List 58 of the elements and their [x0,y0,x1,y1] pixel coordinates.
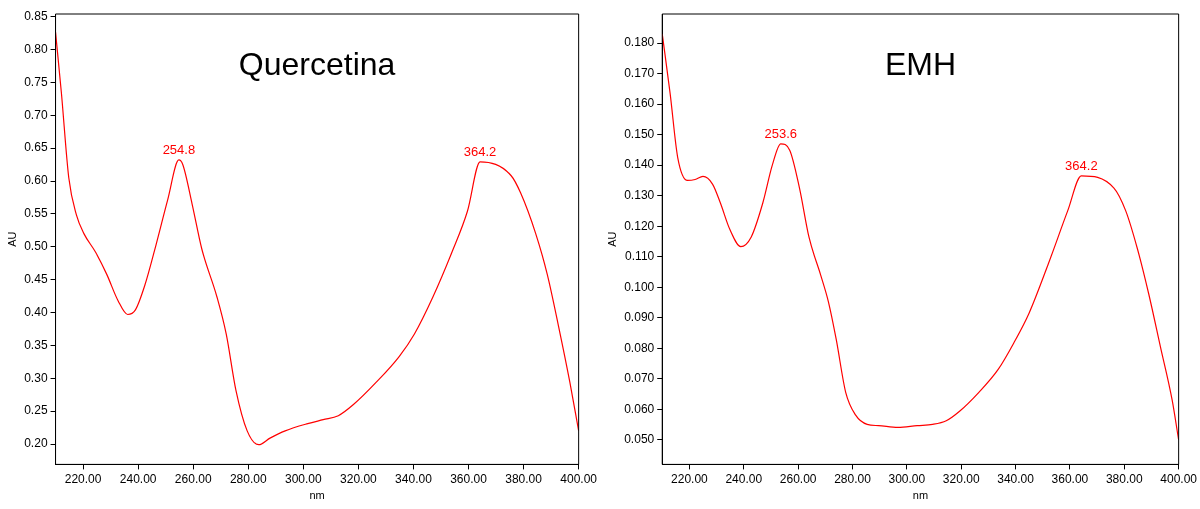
y-tick-label: 0.110 [625,249,655,264]
x-tick-label: 220.00 [671,471,709,486]
annotation: 254.8 [162,142,196,158]
y-tick-label: 0.75 [24,74,48,89]
x-tick-label: 300.00 [888,471,926,486]
y-tick-label: 0.100 [624,279,655,294]
annotation: 364.2 [1065,157,1098,173]
x-tick-label: 280.00 [229,471,267,486]
x-tick-label: 380.00 [505,471,543,486]
y-tick-label: 0.60 [24,173,48,188]
x-tick-label: 220.00 [64,471,102,486]
y-tick-label: 0.120 [624,218,655,233]
y-tick-label: 0.080 [624,340,655,355]
y-tick-label: 0.050 [624,432,655,447]
y-tick-label: 0.090 [624,310,655,325]
y-tick-label: 0.060 [624,401,655,416]
y-tick-label: 0.150 [624,126,655,141]
y-tick-label: 0.50 [24,239,48,254]
y-tick-label: 0.130 [624,188,655,202]
x-tick-label: 400.00 [560,471,598,486]
y-tick-label: 0.140 [624,157,655,172]
x-tick-label: 320.00 [942,471,980,486]
x-tick-label: 360.00 [1051,471,1089,486]
x-tick-label: 240.00 [725,471,763,486]
y-tick-label: 0.65 [24,140,48,155]
y-tick-label: 0.25 [24,403,48,418]
x-axis-title: nm [912,489,929,502]
x-tick-label: 260.00 [779,471,817,486]
y-tick-label: 0.30 [24,370,48,385]
annotation: 364.2 [463,144,497,160]
y-tick-label: 0.180 [624,35,655,50]
y-tick-label: 0.35 [24,337,48,352]
y-tick-label: 0.80 [24,41,48,56]
x-axis-title: nm [309,489,325,502]
text: Quercetina [238,45,396,82]
y-tick-label: 0.45 [24,271,48,286]
y-tick-label: 0.20 [24,436,48,451]
y-tick-label: 0.70 [24,107,48,122]
x-tick-label: 320.00 [340,471,378,486]
x-tick-label: 280.00 [834,471,872,486]
y-tick-label: 0.40 [24,304,48,319]
x-tick-label: 400.00 [1160,471,1198,486]
text: EMH [884,45,956,82]
y-tick-label: 0.85 [24,8,48,23]
y-tick-label: 0.160 [624,96,655,111]
x-tick-label: 340.00 [395,471,433,486]
y-tick-label: 0.55 [24,206,48,221]
y-axis-title: AU [5,231,18,247]
y-tick-label: 0.170 [624,65,655,80]
y-tick-label: 0.070 [624,371,655,386]
x-tick-label: 360.00 [450,471,488,486]
x-tick-label: 240.00 [119,471,157,486]
y-axis-title: AU [605,231,618,247]
annotation: 253.6 [764,125,798,141]
x-tick-label: 340.00 [997,471,1035,486]
x-tick-label: 260.00 [174,471,212,486]
x-tick-label: 380.00 [1105,471,1143,486]
x-tick-label: 300.00 [284,471,323,486]
